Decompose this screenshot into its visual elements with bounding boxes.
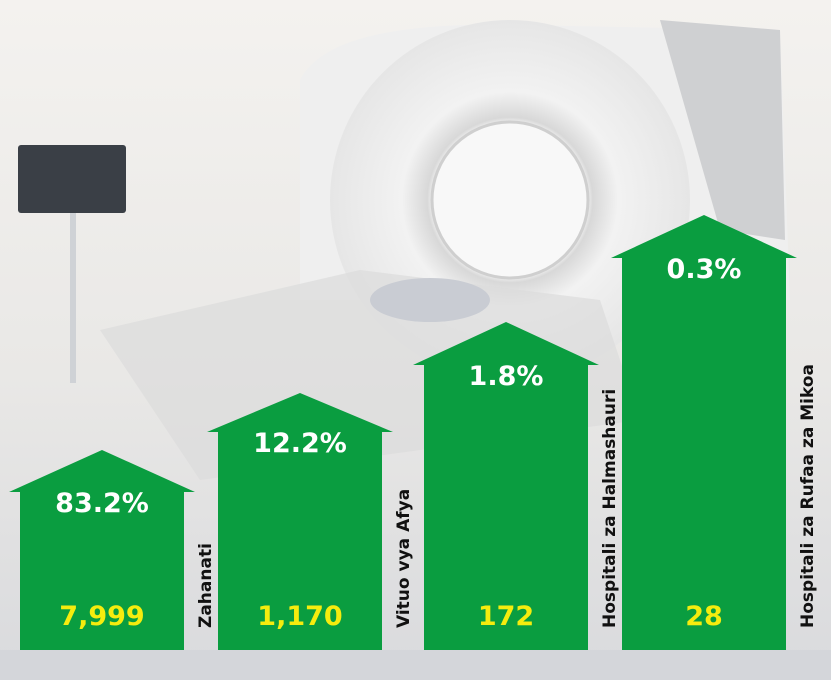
pillow <box>370 278 490 322</box>
monitor-stand <box>70 213 76 383</box>
monitor <box>18 145 126 213</box>
percent-label: 83.2% <box>55 488 149 519</box>
percent-label: 1.8% <box>469 361 544 392</box>
category-label: Hospitali za Halmashauri <box>600 389 620 628</box>
category-label: Zahanati <box>196 543 216 628</box>
category-label: Vituo vya Afya <box>394 489 414 628</box>
count-label: 7,999 <box>59 601 144 632</box>
scanner-bore <box>432 122 588 278</box>
percent-label: 12.2% <box>253 428 347 459</box>
floor <box>0 650 831 680</box>
count-label: 172 <box>478 601 534 632</box>
page: 83.2% 7,999 Zahanati 12.2% 1,170 Vituo vya Af… <box>0 0 831 680</box>
count-label: 28 <box>685 601 723 632</box>
count-label: 1,170 <box>257 601 342 632</box>
percent-label: 0.3% <box>667 254 742 285</box>
infographic: 83.2% 7,999 Zahanati 12.2% 1,170 Vituo vya Af… <box>0 0 831 680</box>
category-label: Hospitali za Rufaa za Mikoa <box>798 364 818 628</box>
